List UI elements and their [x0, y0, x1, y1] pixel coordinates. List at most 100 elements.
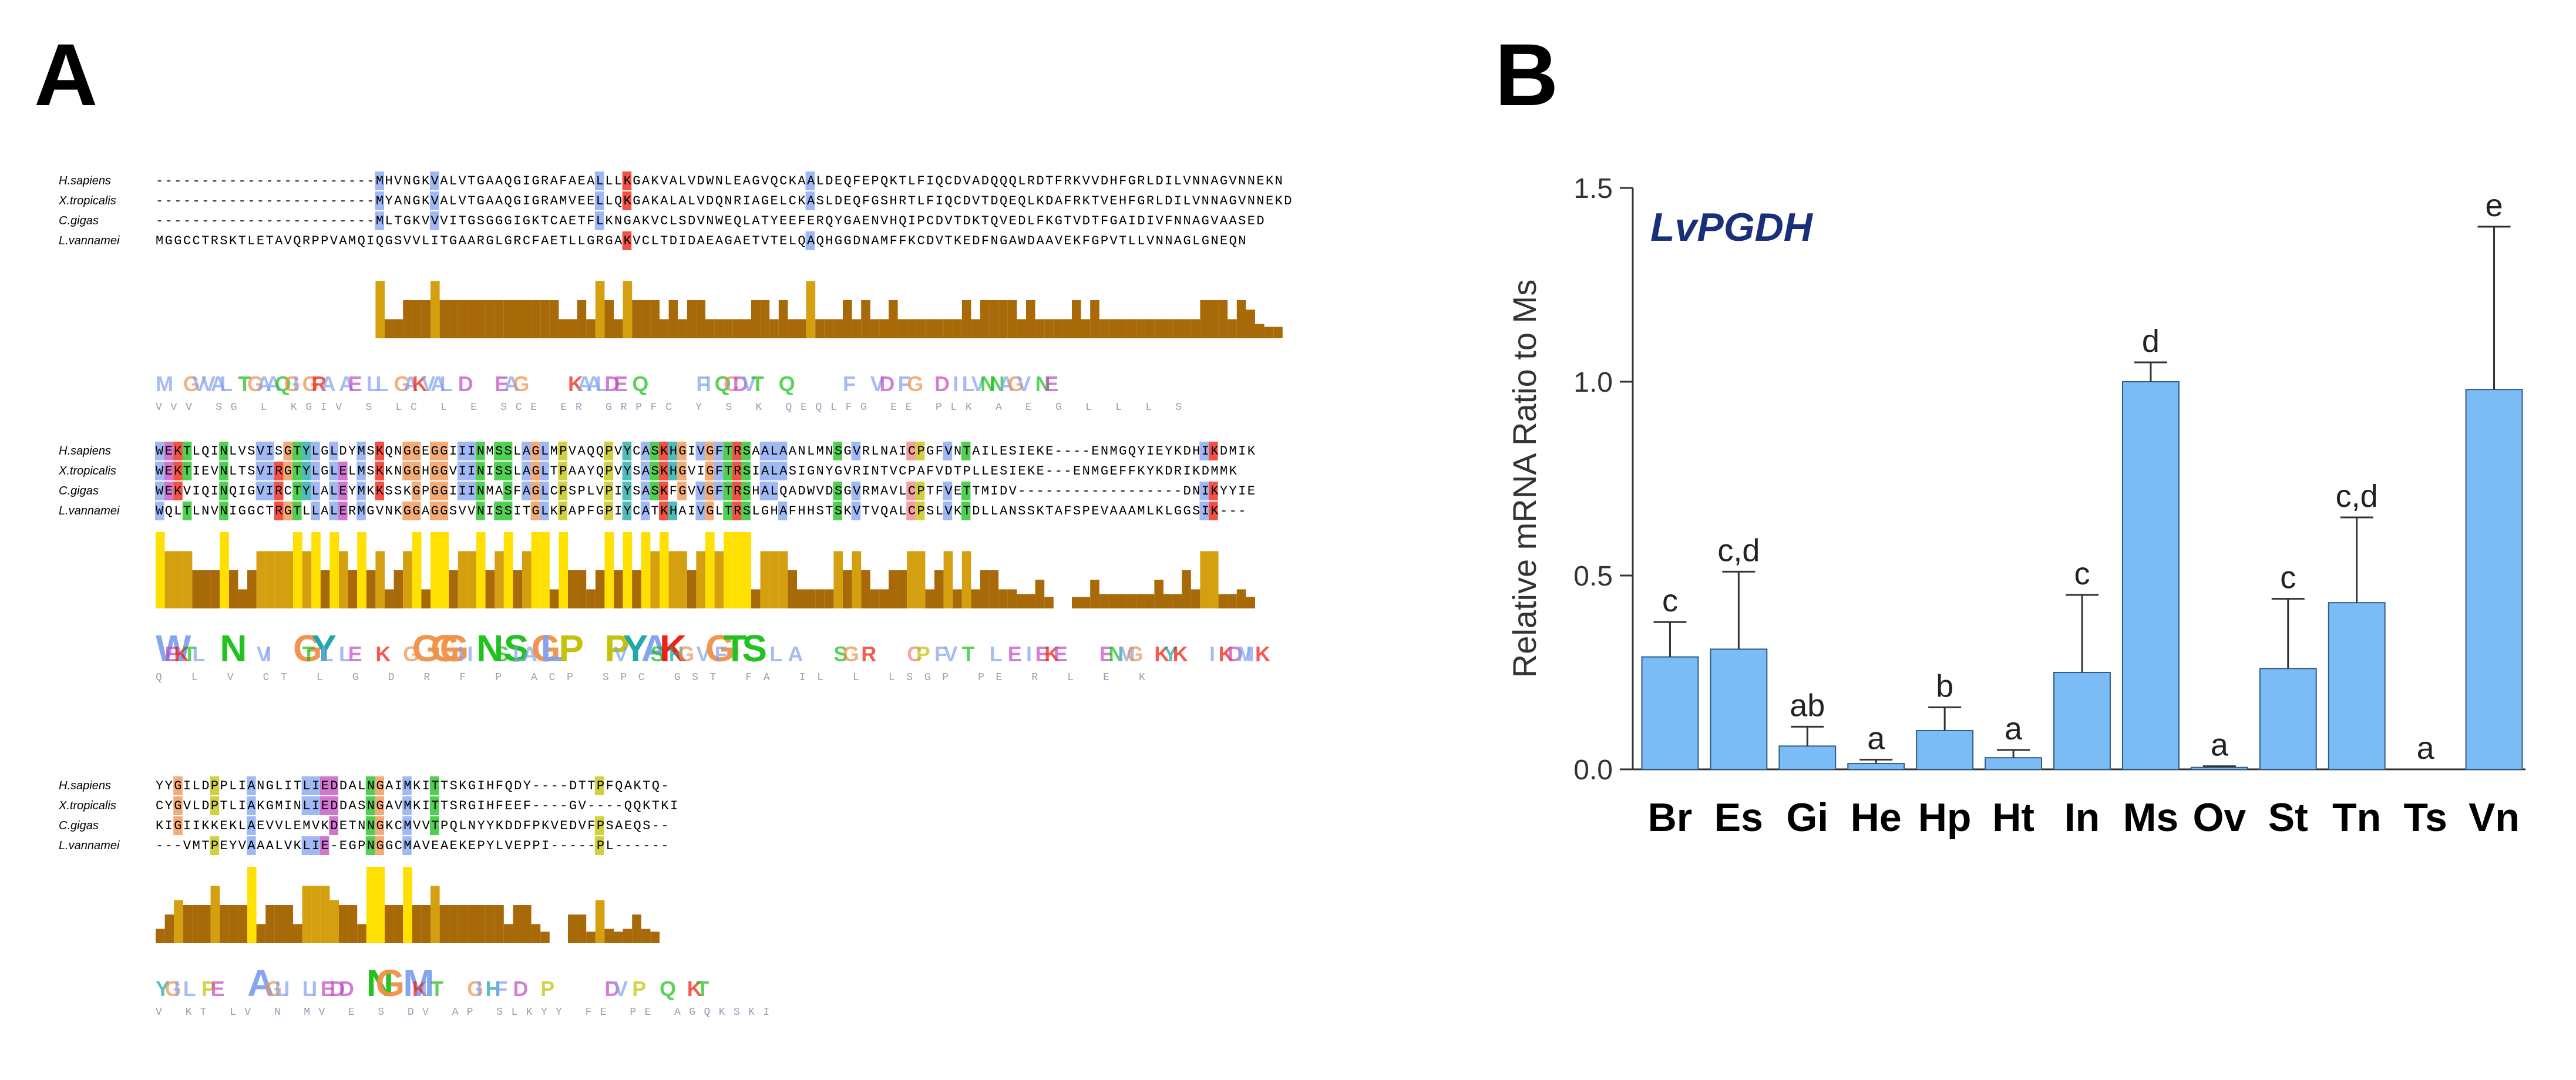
residue-highlight	[759, 462, 769, 480]
logo-letter: A	[265, 372, 281, 396]
logo-letter: T	[696, 977, 709, 1001]
residue-highlight	[1209, 442, 1218, 460]
bar-br	[1641, 656, 1699, 770]
residue-highlight	[714, 442, 724, 460]
conservation-bar	[256, 924, 266, 943]
conservation-bar	[660, 319, 669, 338]
residue-highlight	[604, 502, 613, 520]
residue-highlight	[833, 442, 842, 460]
conservation-bar	[513, 300, 522, 338]
conservation-bar	[375, 551, 385, 608]
residue-highlight	[155, 502, 164, 520]
sequence-row: MGGCCTRSKTLETAVQRPPVAMQIQGSVVLITGAARGLGR…	[156, 234, 1246, 248]
residue-highlight	[311, 776, 320, 795]
conservation-bar	[1072, 597, 1081, 608]
logo-letter: A	[431, 372, 446, 396]
residue-highlight	[430, 816, 439, 835]
conservation-bar	[696, 551, 705, 608]
conservation-bar	[421, 905, 431, 943]
residue-highlight	[604, 482, 613, 500]
conservation-bar	[1255, 324, 1265, 338]
logo-letter: T	[962, 642, 975, 666]
residue-highlight	[476, 462, 485, 480]
residue-highlight	[430, 211, 439, 230]
conservation-bar	[495, 551, 504, 608]
x-tick-label: Br	[1648, 795, 1693, 840]
residue-highlight	[732, 442, 742, 460]
conservation-bar	[302, 551, 312, 608]
logo-letter: A	[522, 642, 537, 666]
residue-highlight	[677, 462, 687, 480]
bar-vn	[2465, 389, 2523, 770]
residue-highlight	[604, 462, 613, 480]
conservation-bar	[394, 319, 403, 338]
residue-highlight	[530, 482, 540, 500]
sequence-alignment-panel: H.sapiens ------------------------MHVNGKV…	[58, 159, 1445, 1063]
logo-letter: Y	[1163, 642, 1178, 666]
residue-highlight	[723, 442, 732, 460]
conservation-bar	[943, 551, 953, 608]
alignment-block: H.sapiens YYGILDPPLIANGLITLIEDDALNGAIMKIT…	[58, 776, 769, 1018]
residue-highlight	[457, 462, 467, 480]
conservation-bar	[449, 570, 458, 608]
conservation-bar	[797, 589, 806, 608]
logo-letter: N	[990, 372, 1005, 396]
conservation-bar	[1090, 300, 1099, 338]
logo-letter: T	[302, 642, 315, 666]
bar-ht	[1985, 757, 2043, 770]
logo-letter: K	[375, 642, 391, 666]
conservation-bar	[375, 281, 385, 338]
conservation-bar	[824, 319, 834, 338]
species-label: L.vannamei	[59, 234, 120, 247]
residue-highlight	[659, 442, 668, 460]
sequence-row: ------------------------MLTGKVVVITGSGGGI…	[156, 214, 1265, 228]
residue-highlight	[164, 482, 174, 500]
logo-letter: G	[843, 642, 859, 666]
conservation-bar	[540, 931, 550, 943]
logo-letter: I	[293, 372, 299, 396]
conservation-bar	[769, 319, 779, 338]
residue-highlight	[668, 442, 678, 460]
residue-highlight	[173, 816, 183, 835]
conservation-bar	[1163, 594, 1173, 608]
residue-highlight	[255, 442, 265, 460]
conservation-bar	[156, 532, 165, 608]
residue-highlight	[476, 482, 485, 500]
conservation-bar	[1218, 300, 1228, 338]
conservation-bar	[1172, 594, 1182, 608]
conservation-bar	[431, 281, 440, 338]
x-tick-label: Ht	[1992, 795, 2034, 840]
conservation-bar	[925, 589, 934, 608]
logo-letter: S	[495, 642, 509, 666]
conservation-bar	[1099, 594, 1109, 608]
logo-letter: R	[311, 372, 327, 396]
conservation-bar	[485, 570, 495, 608]
logo-letter: P	[540, 977, 554, 1001]
conservation-bar	[366, 867, 376, 943]
conservation-bar	[458, 300, 468, 338]
conservation-bar	[769, 551, 779, 608]
y-tick-label: 1.0	[1573, 367, 1613, 398]
conservation-bar	[861, 570, 870, 608]
conservation-bar	[696, 300, 705, 338]
conservation-bar	[421, 589, 431, 608]
logo-letter: A	[504, 372, 519, 396]
x-tick-label: Gi	[1786, 795, 1828, 840]
conservation-bar	[989, 570, 999, 608]
residue-highlight	[402, 796, 412, 815]
residue-highlight	[714, 482, 724, 500]
logo-letter: K	[1154, 642, 1169, 666]
sequence-row: KIGIIKKEKLAEVVLEMVKDETNNGKCMVVTPQLNYYKDD…	[156, 819, 669, 833]
conservation-bar	[1145, 319, 1155, 338]
residue-highlight	[164, 462, 174, 480]
conservation-bar	[980, 300, 990, 338]
residue-highlight	[329, 776, 338, 795]
conservation-bar	[458, 905, 468, 943]
logo-letter: L	[375, 372, 388, 396]
logo-letter: A	[321, 372, 336, 396]
residue-highlight	[311, 462, 320, 480]
residue-highlight	[558, 462, 567, 480]
residue-highlight	[411, 442, 421, 460]
residue-highlight	[311, 482, 320, 500]
conservation-bar	[156, 928, 165, 943]
